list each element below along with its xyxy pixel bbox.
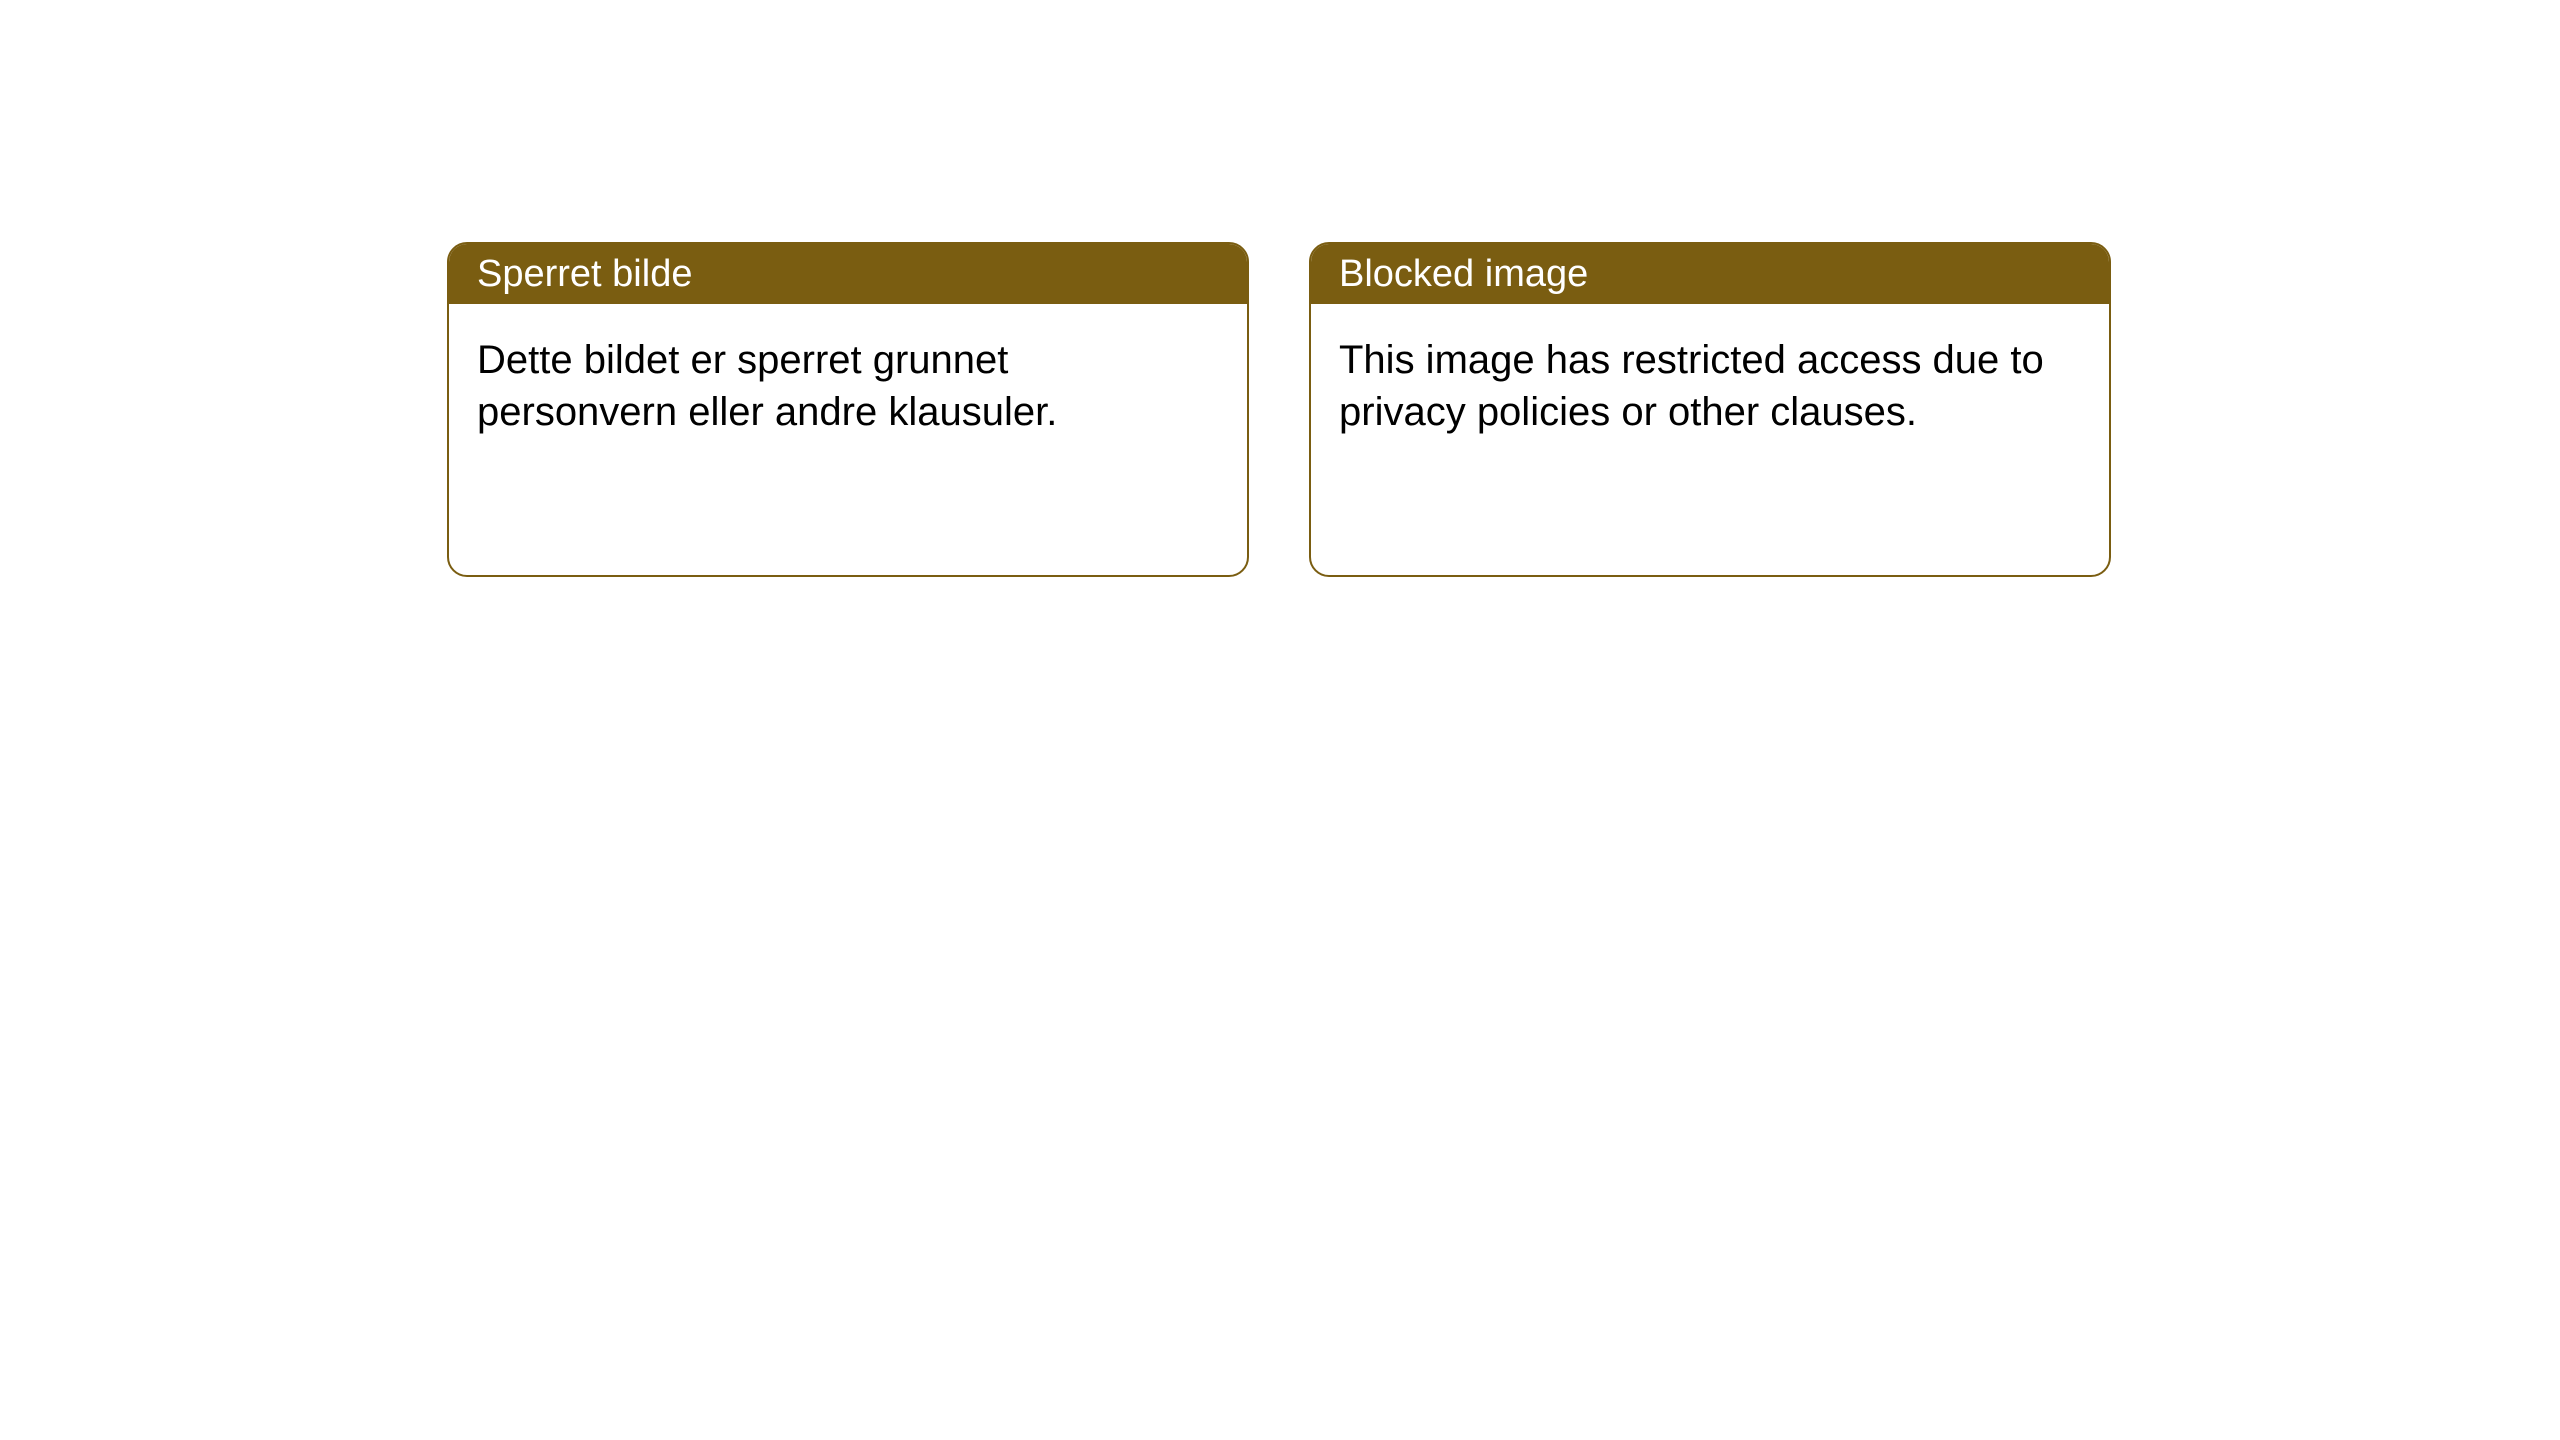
notice-body-english: This image has restricted access due to … bbox=[1311, 304, 2109, 468]
notice-card-norwegian: Sperret bilde Dette bildet er sperret gr… bbox=[447, 242, 1249, 577]
notice-body-norwegian: Dette bildet er sperret grunnet personve… bbox=[449, 304, 1247, 468]
notice-title-english: Blocked image bbox=[1311, 244, 2109, 304]
notice-container: Sperret bilde Dette bildet er sperret gr… bbox=[447, 242, 2111, 577]
notice-title-norwegian: Sperret bilde bbox=[449, 244, 1247, 304]
notice-card-english: Blocked image This image has restricted … bbox=[1309, 242, 2111, 577]
